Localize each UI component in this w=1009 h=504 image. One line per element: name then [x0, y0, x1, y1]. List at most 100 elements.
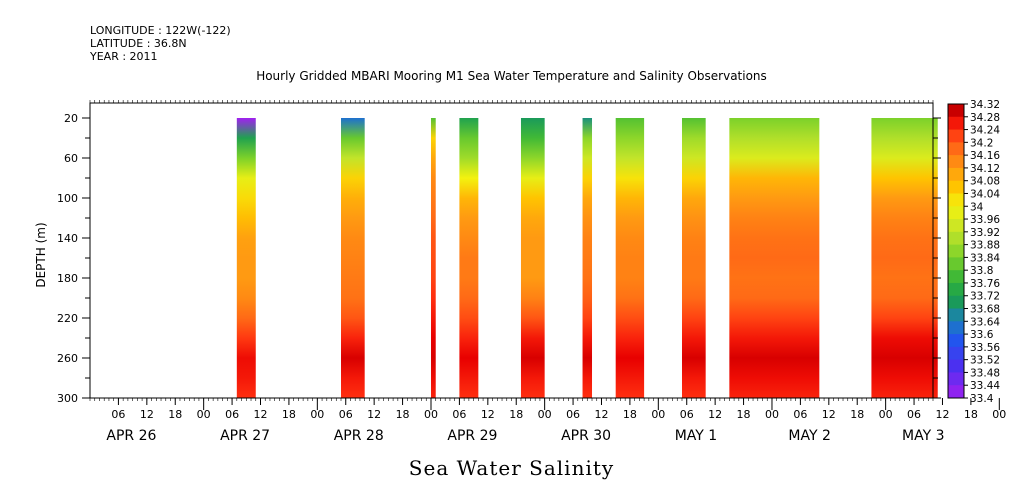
colorbar-bin	[948, 129, 964, 143]
x-tick-label: 06	[111, 408, 125, 421]
y-tick-label: 220	[57, 312, 78, 325]
colorbar-frame	[947, 103, 965, 399]
data-column-1	[236, 118, 256, 398]
colorbar-label: 33.72	[970, 291, 1000, 303]
x-tick-label: 00	[879, 408, 893, 421]
x-tick-label: 00	[765, 408, 779, 421]
data-column-6	[582, 118, 593, 398]
x-tick-label: 06	[907, 408, 921, 421]
x-tick-label: 06	[566, 408, 580, 421]
x-tick-label: 12	[253, 408, 267, 421]
colorbar-label: 33.44	[970, 380, 1000, 392]
colorbar-label: 33.4	[970, 393, 994, 405]
x-tick-label: 18	[623, 408, 637, 421]
colorbar-label: 33.48	[970, 367, 1000, 379]
x-tick-label: 00	[424, 408, 438, 421]
x-date-label: MAY 3	[902, 428, 944, 444]
y-tick-label: 60	[64, 152, 78, 165]
colorbar-bin	[948, 231, 964, 246]
colorbar-label: 34.24	[970, 125, 1000, 137]
data-column-5	[520, 118, 545, 398]
colorbar-label: 33.84	[970, 252, 1000, 264]
data-column-8	[681, 118, 706, 398]
chart-title: Hourly Gridded MBARI Mooring M1 Sea Wate…	[256, 69, 767, 83]
colorbar-bin	[948, 282, 964, 297]
x-tick-label: 12	[140, 408, 154, 421]
x-tick-label: 18	[282, 408, 296, 421]
x-tick-label: 06	[452, 408, 466, 421]
colorbar-label: 33.52	[970, 355, 1000, 367]
colorbar-bin	[948, 167, 964, 182]
colorbar-label: 34.08	[970, 176, 1000, 188]
colorbar-bin	[948, 334, 964, 348]
colorbar-bin	[948, 244, 964, 258]
longitude-label: LONGITUDE : 122W(-122)	[90, 24, 231, 37]
colorbar-bin	[948, 155, 964, 169]
x-tick-label: 18	[964, 408, 978, 421]
colorbar-bin	[948, 116, 964, 131]
x-date-label: MAY 1	[675, 428, 717, 444]
plot-area	[236, 118, 938, 398]
x-tick-label: 00	[310, 408, 324, 421]
colorbar-label: 34.16	[970, 150, 1000, 162]
data-column-3	[430, 118, 436, 398]
data-column-4	[459, 118, 479, 398]
x-date-label: APR 30	[561, 428, 611, 444]
x-tick-label: 00	[992, 408, 1006, 421]
x-tick-label: 18	[396, 408, 410, 421]
y-tick-label: 260	[57, 352, 78, 365]
x-date-label: APR 29	[447, 428, 497, 444]
colorbar-bin	[948, 385, 964, 399]
x-tick-label: 18	[509, 408, 523, 421]
data-column-7	[615, 118, 645, 398]
latitude-label: LATITUDE : 36.8N	[90, 37, 187, 50]
colorbar-bin	[948, 193, 964, 207]
x-tick-label: 12	[594, 408, 608, 421]
colorbar-bin	[948, 346, 964, 361]
colorbar-bin	[948, 295, 964, 310]
y-tick-label: 140	[57, 232, 78, 245]
colorbar-label: 34.12	[970, 163, 1000, 175]
colorbar-label: 34.04	[970, 188, 1000, 200]
colorbar-label: 34.2	[970, 137, 993, 149]
colorbar-label: 34.28	[970, 112, 1000, 124]
x-tick-label: 00	[651, 408, 665, 421]
x-tick-label: 12	[822, 408, 836, 421]
x-tick-label: 06	[225, 408, 239, 421]
axes: 06 12 18 00 06 12 18 00 06 12 18 00 06 12 18 00 06 12 18 00…	[57, 100, 1006, 444]
colorbar-bin	[948, 308, 964, 322]
x-date-label: APR 27	[220, 428, 270, 444]
x-date-label: MAY 2	[788, 428, 830, 444]
colorbar-label: 33.8	[970, 265, 993, 277]
x-tick-label: 18	[737, 408, 751, 421]
colorbar-bin	[948, 359, 964, 373]
x-tick-label: 06	[793, 408, 807, 421]
colorbar-bin	[948, 180, 964, 194]
colorbar-bin	[948, 257, 964, 271]
y-tick-label: 100	[57, 192, 78, 205]
colorbar-label: 33.92	[970, 227, 1000, 239]
data-column-2	[341, 118, 365, 398]
y-tick-label: 300	[57, 392, 78, 405]
colorbar-bin	[948, 104, 964, 118]
colorbar-bin	[948, 270, 964, 284]
colorbar-label: 33.88	[970, 240, 1000, 252]
colorbar-label: 33.76	[970, 278, 1000, 290]
data-column-10	[871, 118, 938, 398]
data-column-9	[729, 118, 820, 398]
x-date-label: APR 28	[334, 428, 384, 444]
x-tick-label: 12	[481, 408, 495, 421]
y-tick-label: 180	[57, 272, 78, 285]
colorbar-bin	[948, 219, 964, 233]
x-tick-label: 00	[197, 408, 211, 421]
colorbar-label: 33.6	[970, 329, 994, 341]
x-tick-label: 12	[935, 408, 949, 421]
colorbar-label: 33.56	[970, 342, 1000, 354]
x-date-label: APR 26	[106, 428, 156, 444]
colorbar-label: 33.96	[970, 214, 1000, 226]
year-label: YEAR : 2011	[90, 50, 158, 63]
colorbar-bin	[948, 321, 964, 335]
x-tick-label: 06	[680, 408, 694, 421]
colorbar-label: 33.68	[970, 304, 1000, 316]
